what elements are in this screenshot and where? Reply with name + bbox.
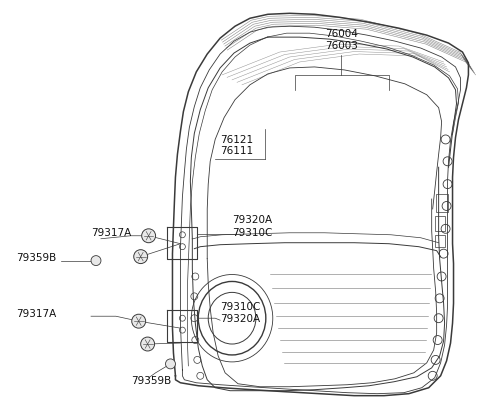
Circle shape	[141, 337, 155, 351]
Circle shape	[166, 359, 176, 369]
Text: 76121
76111: 76121 76111	[220, 134, 253, 156]
Bar	[435, 235, 444, 247]
Bar	[436, 194, 447, 212]
Circle shape	[91, 256, 101, 266]
Text: 79310C: 79310C	[220, 302, 261, 311]
Text: 79320A: 79320A	[232, 214, 272, 224]
Text: 79310C: 79310C	[232, 227, 273, 237]
Circle shape	[134, 250, 148, 264]
Text: 79320A: 79320A	[220, 313, 260, 324]
Text: 79359B: 79359B	[16, 252, 57, 262]
Text: 79317A: 79317A	[16, 309, 57, 318]
Bar	[435, 216, 444, 231]
Circle shape	[132, 314, 145, 328]
Text: 79317A: 79317A	[91, 227, 131, 237]
Text: 79359B: 79359B	[131, 375, 171, 385]
Circle shape	[142, 229, 156, 243]
Text: 76004
76003: 76004 76003	[325, 30, 358, 51]
